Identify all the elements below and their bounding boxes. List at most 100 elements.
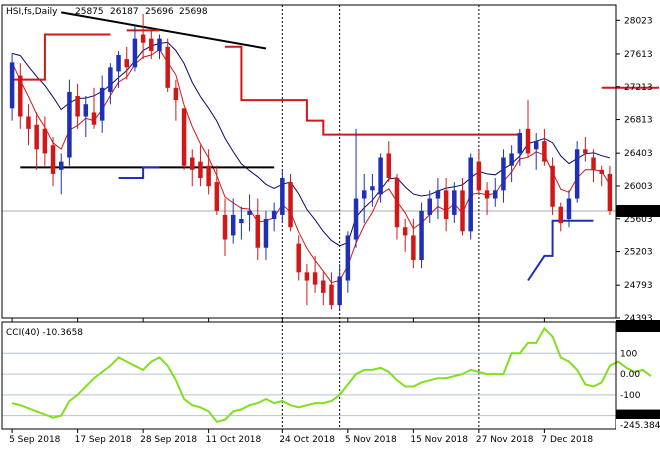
candle — [26, 104, 31, 146]
candle — [296, 235, 301, 281]
candle-body — [67, 91, 72, 158]
cci-title: CCI(40) -10.3658 — [6, 328, 83, 338]
candle — [435, 178, 441, 220]
candle — [566, 190, 572, 228]
candle-body — [91, 112, 97, 125]
candle — [42, 116, 48, 166]
candle — [263, 210, 269, 261]
cci-tick-label: 100 — [620, 349, 637, 359]
y-tick-label: 26403 — [624, 149, 653, 159]
candle-body — [337, 276, 342, 306]
candle-body — [321, 280, 326, 293]
candle — [370, 173, 375, 207]
candle-body — [165, 46, 170, 88]
candle — [288, 173, 293, 232]
candle-body — [378, 157, 383, 195]
candle — [149, 30, 154, 60]
candle — [312, 255, 318, 293]
candle — [591, 149, 596, 183]
candle-body — [75, 96, 80, 117]
candle — [468, 153, 473, 240]
candle — [361, 173, 367, 224]
candle — [558, 202, 564, 232]
moving-average-red — [11, 48, 611, 284]
candle-body — [206, 165, 211, 187]
candle — [214, 165, 220, 215]
y-tick-label: 28023 — [624, 16, 653, 26]
candle — [542, 128, 547, 166]
candle — [550, 157, 555, 215]
x-tick-label: 27 Nov 2018 — [476, 435, 534, 445]
stop-level-red-3 — [225, 45, 520, 136]
candle-body — [533, 141, 539, 150]
y-tick-label: 24393 — [624, 314, 653, 324]
candle-body — [607, 173, 613, 211]
candle — [206, 149, 211, 195]
candle — [247, 194, 252, 232]
candle-body — [124, 59, 129, 68]
y-tick-label: 25603 — [624, 215, 653, 225]
candle-body — [468, 157, 473, 232]
ohlc-open: 25875 — [75, 7, 104, 17]
candle — [452, 182, 457, 224]
y-tick-label: 27613 — [624, 50, 653, 60]
candle — [427, 190, 432, 224]
candle-body — [312, 272, 318, 285]
candle-body — [18, 75, 23, 117]
cci-tick-tag — [616, 320, 660, 332]
candle-body — [386, 153, 392, 179]
candle — [271, 202, 277, 232]
candle — [255, 198, 261, 261]
candle-body — [149, 38, 154, 51]
candle-body — [435, 190, 441, 199]
candle — [198, 145, 203, 187]
stop-level-blue-2 — [527, 219, 594, 282]
candle-body — [34, 124, 39, 150]
candle-body — [230, 214, 236, 236]
candle — [476, 149, 482, 195]
candle-body — [288, 182, 293, 228]
candle — [345, 231, 351, 293]
candle-body — [9, 62, 15, 109]
candle-body — [574, 149, 580, 199]
candle-body — [296, 243, 301, 273]
candle — [132, 26, 138, 72]
stop-level-red-1 — [12, 33, 111, 81]
y-tick-label: 26813 — [624, 116, 653, 126]
candle — [599, 165, 604, 187]
cci-tick-label: -200 — [620, 412, 641, 422]
candle-body — [255, 214, 261, 248]
trendline-descending — [61, 11, 267, 50]
candle-body — [501, 157, 506, 191]
candle — [329, 272, 334, 310]
candle — [607, 165, 613, 215]
candle — [165, 38, 170, 92]
candle — [9, 53, 15, 121]
x-tick-label: 5 Nov 2018 — [345, 435, 397, 445]
candle — [34, 112, 39, 170]
candle-body — [550, 165, 555, 207]
x-tick-label: 5 Sep 2018 — [9, 435, 61, 445]
candle — [533, 132, 539, 170]
current-price-tag — [616, 204, 660, 217]
candle-body — [280, 178, 285, 215]
candle — [378, 153, 383, 203]
candle-body — [239, 219, 244, 224]
candle — [493, 178, 498, 207]
y-tick-label: 26003 — [624, 182, 653, 192]
y-tick-label: 27213 — [624, 83, 653, 93]
candle — [239, 206, 244, 240]
cci-tick-label: 231.5552 — [620, 322, 660, 332]
candle — [402, 219, 408, 252]
candle — [525, 100, 531, 158]
ohlc-low: 25696 — [145, 7, 174, 17]
candle — [460, 178, 465, 236]
candle — [280, 169, 285, 224]
candle — [58, 153, 64, 195]
x-tick-label: 28 Sep 2018 — [140, 435, 197, 445]
ohlc-close: 25698 — [179, 7, 208, 17]
candle-body — [157, 38, 162, 51]
candle-body — [263, 219, 269, 248]
candle — [116, 50, 121, 88]
